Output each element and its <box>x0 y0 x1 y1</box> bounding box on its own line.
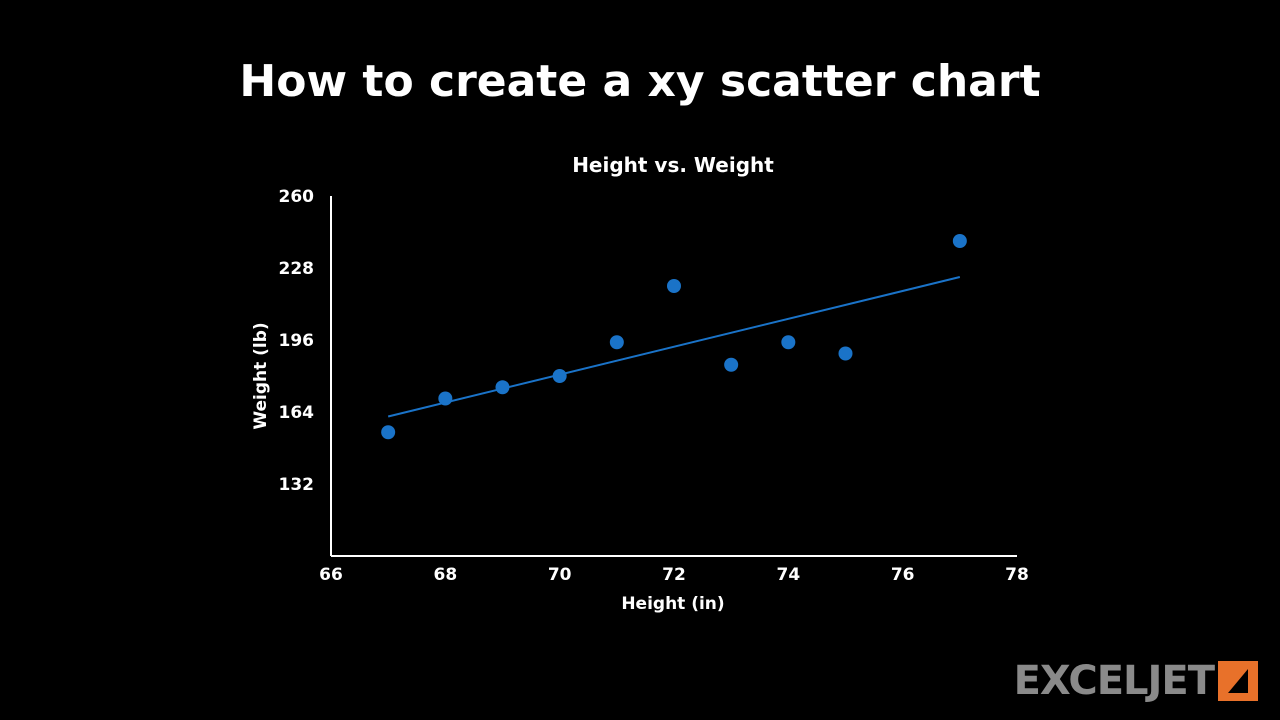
y-tick-label: 164 <box>279 403 315 423</box>
x-tick-label: 74 <box>776 565 800 585</box>
data-point <box>609 335 624 350</box>
data-point <box>381 425 396 440</box>
x-axis-label: Height (in) <box>621 594 724 614</box>
data-point <box>495 380 510 395</box>
data-point <box>952 234 967 248</box>
scatter-points <box>381 234 967 440</box>
y-axis-label: Weight (lb) <box>251 322 271 429</box>
x-tick-label: 68 <box>433 565 457 585</box>
x-tick-label: 70 <box>548 565 572 585</box>
y-tick-label: 132 <box>279 475 315 495</box>
x-tick-label: 72 <box>662 565 686 585</box>
data-point <box>438 391 453 406</box>
data-point <box>667 279 681 293</box>
data-point <box>781 335 796 350</box>
x-tick-label: 78 <box>1005 565 1029 585</box>
data-point <box>552 369 567 383</box>
logo-text: EXCELJET <box>1013 658 1215 704</box>
x-tick-label: 76 <box>891 565 915 585</box>
trendline <box>387 276 961 418</box>
slide-title: How to create a xy scatter chart <box>239 56 1041 107</box>
x-axis-ticks: 66 68 70 72 74 76 78 <box>319 565 1029 585</box>
trendline-group <box>387 276 961 418</box>
data-point <box>838 346 853 361</box>
x-tick-label: 66 <box>319 565 343 585</box>
chart-axes <box>330 196 1017 557</box>
logo-mark-icon <box>1218 661 1258 701</box>
data-point <box>724 357 739 372</box>
y-axis-ticks: 132 164 196 228 260 <box>279 187 315 495</box>
y-tick-label: 260 <box>279 187 315 207</box>
y-tick-label: 196 <box>279 331 315 351</box>
exceljet-logo: EXCELJET <box>1014 658 1258 704</box>
y-tick-label: 228 <box>279 259 315 279</box>
chart-title: Height vs. Weight <box>572 153 774 177</box>
